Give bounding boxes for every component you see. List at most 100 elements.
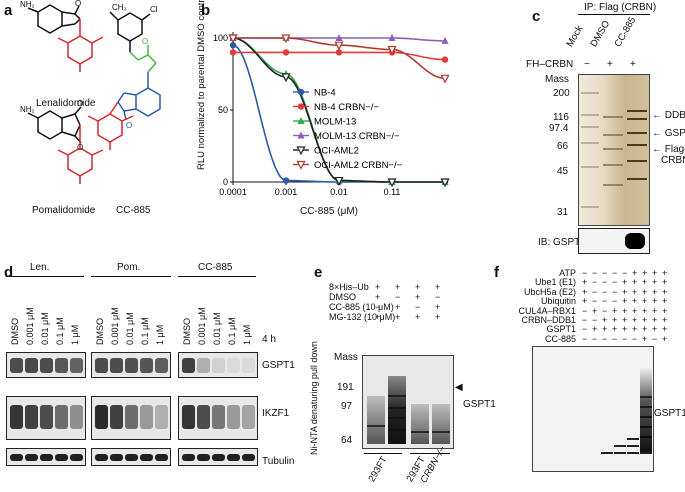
lane-label: 0.1 μM	[140, 317, 150, 345]
treatment-sign: +	[395, 282, 401, 292]
reaction-sign: −	[592, 315, 598, 325]
chart-point	[334, 41, 344, 51]
reaction-sign: +	[612, 315, 618, 325]
reaction-row-label: GSPT1	[546, 324, 576, 335]
svg-text:NH₂: NH₂	[20, 105, 35, 114]
blot-band	[95, 454, 108, 461]
lane-cc-885: CC-885	[612, 15, 639, 49]
legend-marker	[297, 131, 305, 139]
blot-band	[197, 405, 210, 429]
group-cc885-line	[178, 276, 256, 277]
reaction-sign: +	[652, 324, 658, 335]
reaction-sign: −	[592, 333, 598, 344]
pulldown-side-label: Ni-NTA denaturing pull down	[309, 341, 320, 455]
reaction-sign: +	[612, 305, 618, 316]
legend-marker	[296, 160, 306, 170]
panel-b-label: b	[201, 2, 211, 19]
chart-x-axis-label: CC-885 (μM)	[300, 206, 358, 217]
reaction-sign: −	[632, 333, 638, 344]
blot-band	[110, 454, 123, 461]
reaction-sign: +	[652, 268, 658, 278]
lane-label: 0.001 μM	[110, 307, 120, 345]
blot-band	[110, 405, 123, 429]
reaction-sign: +	[652, 315, 658, 325]
treatment-row-label: CC-885 (10 μM)	[329, 302, 394, 312]
blot-label-ikzf1: IKZF1	[262, 408, 290, 419]
group-cc885: CC-885	[198, 262, 233, 273]
reaction-sign: −	[602, 333, 608, 344]
blot-band	[125, 454, 138, 461]
reaction-sign: +	[632, 305, 638, 316]
legend-entry: OCI-AML2 CRBN−/−	[314, 160, 403, 171]
treatment-sign: +	[415, 312, 421, 322]
blot-band	[182, 405, 195, 429]
reaction-sign: +	[662, 333, 668, 344]
blot-band	[242, 454, 255, 461]
reaction-sign: −	[612, 286, 618, 297]
blot-band	[70, 405, 83, 429]
mass-64: 64	[341, 435, 353, 446]
chart-point	[387, 178, 397, 188]
blot-band	[212, 454, 225, 461]
blot-band	[95, 405, 108, 429]
reaction-sign: +	[622, 286, 628, 297]
mass-title-e: Mass	[334, 352, 358, 363]
blot-band	[227, 358, 240, 373]
blot-band	[95, 358, 108, 373]
reaction-sign: +	[642, 305, 648, 316]
lane-label: 0.01 μM	[212, 312, 222, 345]
reaction-sign: +	[662, 296, 668, 307]
cell-line-line-2	[410, 453, 450, 454]
reaction-sign: +	[632, 277, 638, 288]
reaction-sign: −	[612, 296, 618, 307]
legend-marker	[296, 146, 306, 156]
reaction-sign: +	[602, 324, 608, 335]
reaction-sign: −	[652, 333, 658, 344]
blot-band	[140, 405, 153, 429]
reaction-sign: −	[582, 268, 588, 278]
blot-band	[182, 454, 195, 461]
reaction-sign: +	[642, 324, 648, 335]
svg-text:O: O	[77, 143, 83, 152]
reaction-sign: −	[602, 296, 608, 307]
reaction-sign: +	[592, 324, 598, 335]
chart-point	[281, 34, 291, 44]
treatment-sign: +	[395, 312, 401, 322]
treatment-sign: −	[435, 292, 441, 302]
chart-point	[440, 178, 450, 188]
reaction-sign: +	[582, 296, 588, 307]
lane-label: 0.1 μM	[55, 317, 65, 345]
western-blot-strip	[6, 352, 86, 378]
reaction-sign: +	[632, 315, 638, 325]
blot-band	[212, 405, 225, 429]
treatment-sign: +	[435, 302, 441, 312]
pulldown-side-label-text: Ni-NTA denaturing pull down	[309, 341, 319, 455]
mass-97: 97.4	[549, 123, 569, 134]
reaction-sign: −	[602, 277, 608, 288]
treatment-sign: +	[375, 282, 381, 292]
chart-y-tick-label: 100	[213, 33, 228, 43]
treatment-row-label: 8×His–Ub	[329, 282, 369, 292]
band-label-flag-crbn: ← Flag–HA–	[652, 144, 685, 155]
lane-dmso: DMSO	[588, 18, 613, 49]
chart-point	[387, 45, 397, 55]
blot-label-tubulin: Tubulin	[262, 456, 295, 467]
reaction-sign: −	[592, 296, 598, 307]
chart-point	[282, 177, 290, 184]
chart-x-tick-label: 0.01	[330, 187, 348, 197]
blot-band	[155, 454, 168, 461]
blot-band	[25, 454, 38, 461]
compound-name-lenalidomide: Lenalidomide	[36, 98, 96, 109]
reaction-sign: +	[642, 315, 648, 325]
reaction-sign: +	[662, 268, 668, 278]
blot-band	[55, 454, 68, 461]
mass-116: 116	[553, 112, 569, 123]
reaction-sign: +	[592, 305, 598, 316]
treatment-sign: −	[375, 302, 381, 312]
lane-label: 1 μM	[70, 324, 80, 345]
chart-point	[441, 56, 449, 63]
compound-name-cc-885: CC-885	[116, 205, 151, 216]
reaction-sign: −	[612, 268, 618, 278]
treatment-sign: +	[415, 292, 421, 302]
reaction-sign: +	[662, 286, 668, 297]
